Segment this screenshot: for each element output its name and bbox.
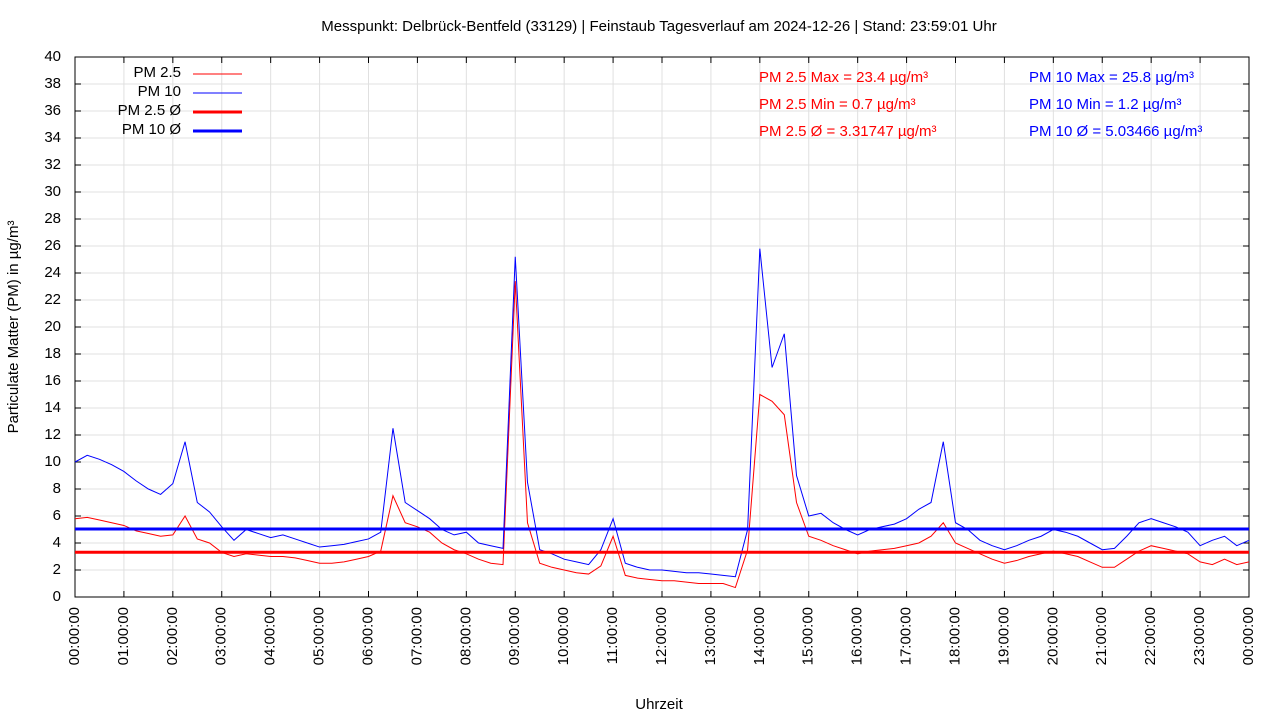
x-tick-label: 16:00:00 xyxy=(849,607,866,665)
x-tick-label: 00:00:00 xyxy=(1240,607,1257,665)
x-tick-label: 09:00:00 xyxy=(506,607,523,665)
x-tick-label: 15:00:00 xyxy=(800,607,817,665)
y-tick-label: 18 xyxy=(44,345,61,362)
y-axis-label: Particulate Matter (PM) in µg/m³ xyxy=(5,221,22,434)
y-tick-label: 40 xyxy=(44,48,61,65)
x-tick-label: 08:00:00 xyxy=(457,607,474,665)
annotation: PM 10 Min = 1.2 µg/m³ xyxy=(1029,96,1181,113)
y-tick-label: 10 xyxy=(44,453,61,470)
x-tick-label: 19:00:00 xyxy=(995,607,1012,665)
y-tick-label: 14 xyxy=(44,399,61,416)
y-tick-label: 6 xyxy=(53,507,61,524)
legend-label: PM 2.5 Ø xyxy=(118,102,182,119)
y-tick-label: 16 xyxy=(44,372,61,389)
x-tick-label: 20:00:00 xyxy=(1044,607,1061,665)
x-tick-label: 17:00:00 xyxy=(898,607,915,665)
x-tick-label: 01:00:00 xyxy=(115,607,132,665)
y-tick-label: 8 xyxy=(53,480,61,497)
legend-label: PM 10 xyxy=(138,83,181,100)
y-tick-label: 34 xyxy=(44,129,61,146)
annotation: PM 2.5 Ø = 3.31747 µg/m³ xyxy=(759,123,936,140)
y-tick-label: 4 xyxy=(53,534,61,551)
annotation: PM 10 Max = 25.8 µg/m³ xyxy=(1029,69,1194,86)
x-tick-label: 03:00:00 xyxy=(213,607,230,665)
annotation: PM 2.5 Min = 0.7 µg/m³ xyxy=(759,96,916,113)
y-tick-label: 30 xyxy=(44,183,61,200)
x-tick-label: 12:00:00 xyxy=(653,607,670,665)
x-tick-label: 18:00:00 xyxy=(946,607,963,665)
y-tick-label: 32 xyxy=(44,156,61,173)
x-tick-label: 13:00:00 xyxy=(702,607,719,665)
plot-frame xyxy=(74,56,1250,598)
y-tick-label: 26 xyxy=(44,237,61,254)
y-tick-label: 24 xyxy=(44,264,61,281)
y-tick-label: 28 xyxy=(44,210,61,227)
legend-label: PM 10 Ø xyxy=(122,121,182,138)
x-tick-label: 10:00:00 xyxy=(555,607,572,665)
x-tick-label: 14:00:00 xyxy=(751,607,768,665)
x-tick-label: 23:00:00 xyxy=(1191,607,1208,665)
y-tick-label: 38 xyxy=(44,75,61,92)
annotation: PM 10 Ø = 5.03466 µg/m³ xyxy=(1029,123,1202,140)
x-tick-label: 05:00:00 xyxy=(311,607,328,665)
y-tick-label: 36 xyxy=(44,102,61,119)
legend-label: PM 2.5 xyxy=(133,64,181,81)
x-tick-label: 00:00:00 xyxy=(66,607,83,665)
x-tick-label: 02:00:00 xyxy=(164,607,181,665)
y-tick-label: 2 xyxy=(53,561,61,578)
y-tick-label: 20 xyxy=(44,318,61,335)
x-tick-label: 22:00:00 xyxy=(1142,607,1159,665)
y-tick-label: 22 xyxy=(44,291,61,308)
x-axis-label: Uhrzeit xyxy=(635,696,683,713)
y-tick-label: 12 xyxy=(44,426,61,443)
annotation: PM 2.5 Max = 23.4 µg/m³ xyxy=(759,69,928,86)
chart-title: Messpunkt: Delbrück-Bentfeld (33129) | F… xyxy=(321,18,996,35)
x-tick-label: 21:00:00 xyxy=(1093,607,1110,665)
x-tick-label: 07:00:00 xyxy=(408,607,425,665)
x-tick-label: 06:00:00 xyxy=(359,607,376,665)
x-tick-label: 04:00:00 xyxy=(262,607,279,665)
y-tick-label: 0 xyxy=(53,588,61,605)
x-tick-label: 11:00:00 xyxy=(604,607,621,664)
